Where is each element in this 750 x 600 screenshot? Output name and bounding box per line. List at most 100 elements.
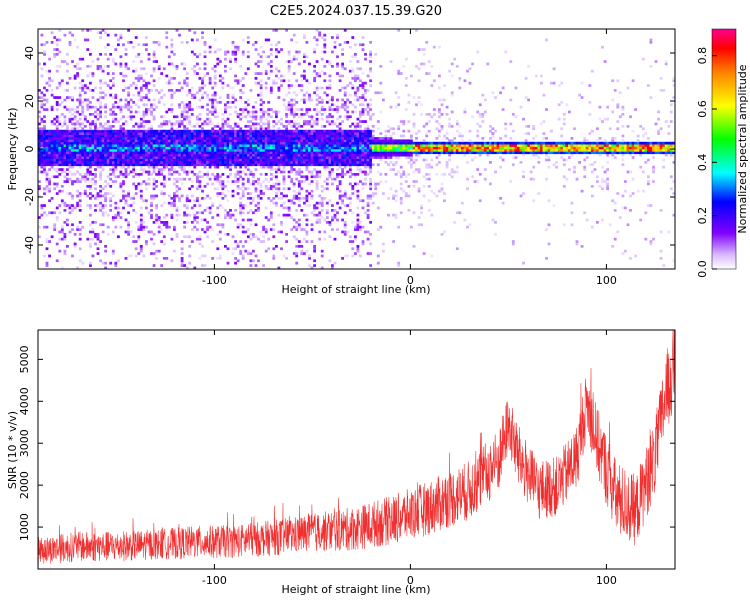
heatmap-cell (218, 132, 222, 135)
heatmap-cell (111, 170, 115, 174)
heatmap-cell (183, 264, 186, 267)
heatmap-cell (211, 163, 215, 167)
heatmap-cell (402, 173, 406, 176)
heatmap-cell (83, 141, 87, 145)
heatmap-cell (351, 149, 355, 152)
heatmap-cell (78, 125, 82, 128)
heatmap-cell (254, 161, 258, 164)
heatmap-cell (196, 151, 199, 155)
heatmap-cell (351, 122, 355, 126)
heatmap-cell (246, 235, 250, 239)
heatmap-cell (145, 187, 148, 191)
heatmap-cell (124, 98, 128, 102)
heatmap-cell (134, 163, 138, 167)
heatmap-cell (150, 89, 153, 92)
heatmap-cell (63, 129, 67, 133)
heatmap-cell (308, 144, 311, 147)
heatmap-cell (193, 213, 197, 217)
heatmap-cell (359, 120, 362, 123)
heatmap-cell (60, 158, 64, 162)
heatmap-cell (282, 134, 286, 138)
heatmap-cell (356, 249, 360, 253)
heatmap-cell (333, 177, 337, 181)
heatmap-cell (170, 259, 174, 263)
heatmap-cell (152, 151, 156, 155)
heatmap-cell (89, 180, 92, 183)
heatmap-cell (259, 189, 263, 193)
heatmap-cell (290, 163, 294, 167)
heatmap-cell (76, 204, 79, 207)
heatmap-cell (221, 144, 225, 147)
heatmap-cell (104, 151, 107, 155)
heatmap-cell (287, 122, 291, 126)
heatmap-cell (162, 156, 166, 159)
heatmap-cell (333, 108, 337, 111)
heatmap-cell (351, 77, 355, 80)
heatmap-cell (254, 151, 258, 155)
heatmap-cell (196, 216, 199, 219)
heatmap-cell (376, 170, 380, 174)
heatmap-cell (119, 105, 123, 109)
heatmap-cell (76, 180, 79, 183)
heatmap-cell (361, 132, 365, 135)
heatmap-cell (422, 125, 426, 128)
heatmap-cell (94, 122, 97, 126)
heatmap-cell (211, 98, 215, 102)
heatmap-cell (152, 182, 156, 186)
heatmap-cell (361, 187, 365, 191)
heatmap-cell (213, 77, 217, 80)
heatmap-cell (180, 156, 184, 159)
heatmap-cell (114, 201, 118, 205)
heatmap-cell (201, 93, 204, 97)
heatmap-cell (60, 156, 64, 159)
heatmap-cell (201, 211, 204, 215)
heatmap-cell (275, 137, 278, 140)
heatmap-cell (76, 127, 79, 131)
heatmap-cell (71, 98, 74, 102)
heatmap-cell (96, 67, 100, 71)
heatmap-cell (99, 31, 102, 35)
heatmap-cell (394, 156, 398, 159)
heatmap-cell (213, 158, 217, 162)
heatmap-cell (132, 153, 136, 157)
heatmap-cell (389, 141, 393, 145)
heatmap-cell (183, 235, 186, 239)
heatmap-cell (119, 187, 123, 191)
heatmap-cell (244, 151, 248, 155)
heatmap-cell (188, 153, 192, 157)
heatmap-cell (371, 137, 375, 140)
heatmap-cell (78, 247, 82, 251)
heatmap-cell (129, 84, 133, 87)
heatmap-cell (162, 129, 166, 133)
heatmap-cell (267, 115, 271, 119)
heatmap-cell (119, 211, 123, 215)
heatmap-cell (252, 105, 255, 109)
heatmap-cell (175, 134, 179, 138)
heatmap-cell (104, 192, 107, 195)
heatmap-cell (178, 153, 181, 157)
heatmap-cell (320, 98, 324, 102)
heatmap-cell (122, 134, 125, 138)
heatmap-cell (320, 201, 324, 205)
heatmap-cell (331, 134, 334, 138)
heatmap-cell (196, 139, 199, 143)
heatmap-cell (58, 29, 62, 32)
heatmap-cell (68, 117, 72, 121)
heatmap-cell (305, 189, 309, 193)
heatmap-cell (183, 151, 186, 155)
heatmap-cell (374, 185, 378, 188)
heatmap-cell (343, 149, 347, 152)
heatmap-cell (63, 168, 67, 171)
heatmap-cell (303, 122, 306, 126)
heatmap-cell (257, 93, 260, 97)
heatmap-cell (305, 165, 309, 169)
heatmap-cell (346, 105, 350, 109)
heatmap-cell (68, 139, 72, 143)
heatmap-cell (246, 55, 250, 59)
heatmap-cell (81, 29, 85, 32)
heatmap-cell (213, 108, 217, 111)
heatmap-cell (96, 139, 100, 143)
heatmap-cell (137, 91, 141, 95)
heatmap-cell (315, 161, 319, 164)
heatmap-cell (356, 173, 360, 176)
